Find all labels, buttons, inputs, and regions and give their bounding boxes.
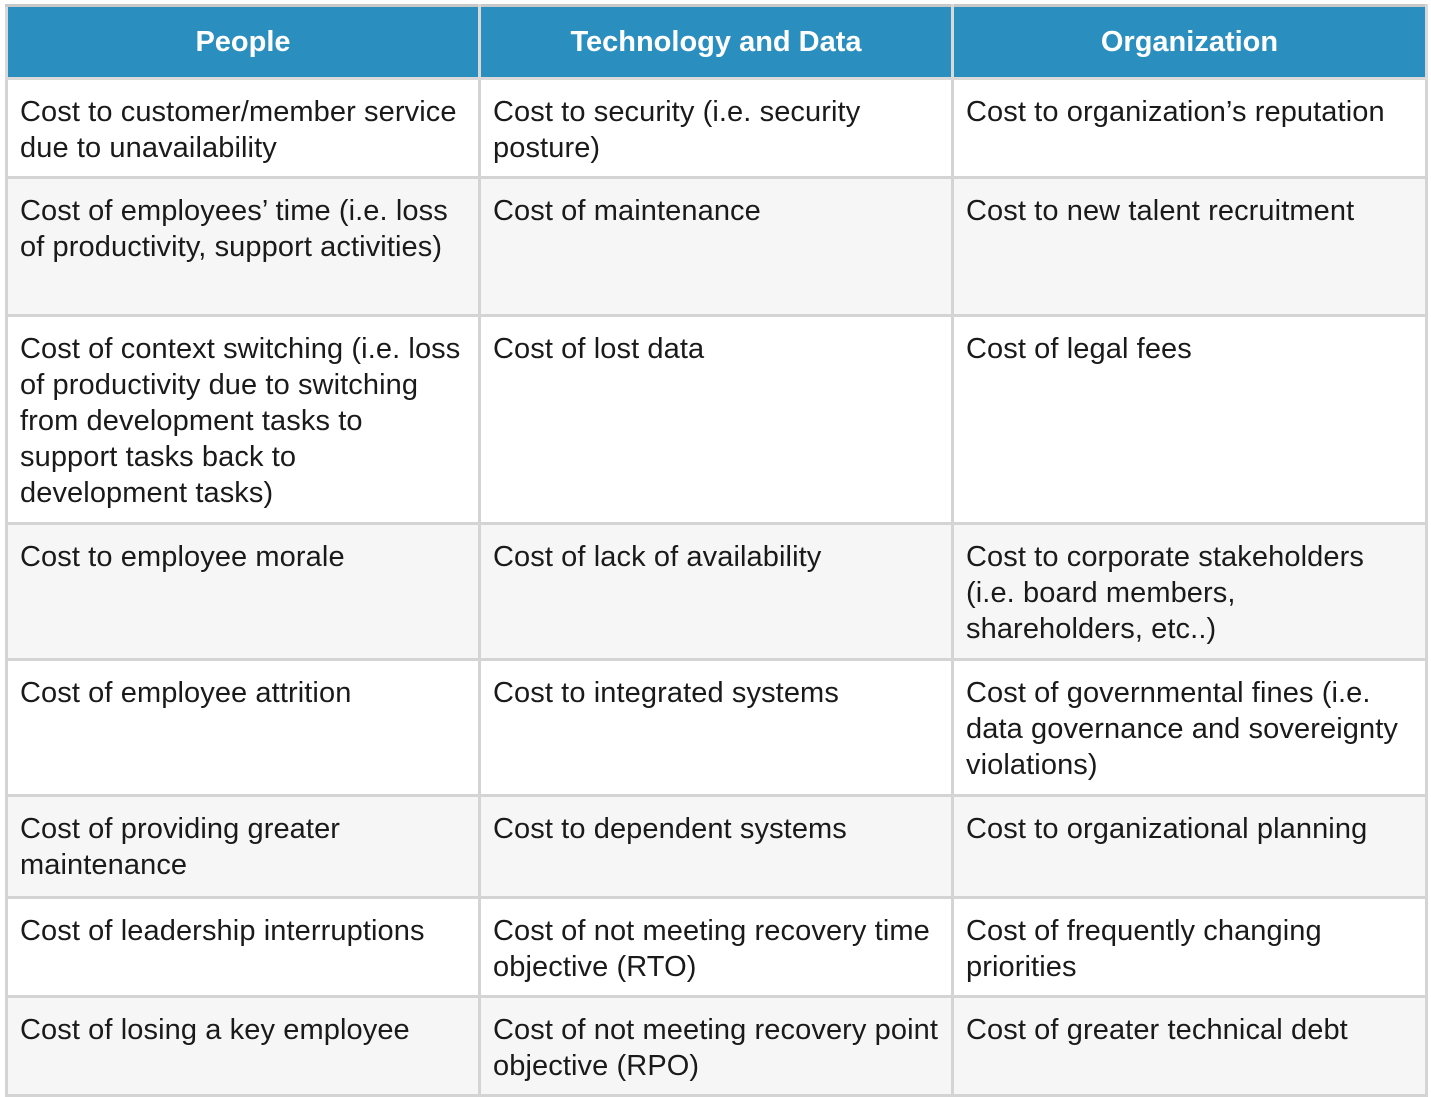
table-cell: Cost of lost data (478, 314, 954, 525)
table-row: Cost to employee morale Cost of lack of … (5, 522, 1428, 661)
table-cell: Cost of not meeting recovery time object… (478, 896, 954, 998)
table-cell: Cost to corporate stakeholders (i.e. boa… (951, 522, 1428, 661)
table-row: Cost of employees’ time (i.e. loss of pr… (5, 176, 1428, 317)
table-cell: Cost to organizational planning (951, 794, 1428, 899)
table-row: Cost of losing a key employee Cost of no… (5, 995, 1428, 1097)
column-header-organization: Organization (951, 4, 1428, 80)
table-cell: Cost to security (i.e. security posture) (478, 77, 954, 179)
table-row: Cost of employee attrition Cost to integ… (5, 658, 1428, 797)
table-cell: Cost to organization’s reputation (951, 77, 1428, 179)
table-cell: Cost to employee morale (5, 522, 481, 661)
table-cell: Cost to customer/member service due to u… (5, 77, 481, 179)
table-cell: Cost of not meeting recovery point objec… (478, 995, 954, 1097)
table-cell: Cost of employees’ time (i.e. loss of pr… (5, 176, 481, 317)
table-cell: Cost of frequently changing priorities (951, 896, 1428, 998)
cost-table: People Technology and Data Organization … (5, 4, 1428, 1097)
table-cell: Cost of leadership interruptions (5, 896, 481, 998)
table-cell: Cost of context switching (i.e. loss of … (5, 314, 481, 525)
column-header-people: People (5, 4, 481, 80)
table-cell: Cost of greater technical debt (951, 995, 1428, 1097)
table-row: Cost of leadership interruptions Cost of… (5, 896, 1428, 998)
table-row: Cost of context switching (i.e. loss of … (5, 314, 1428, 525)
table-cell: Cost of maintenance (478, 176, 954, 317)
table-cell: Cost of governmental fines (i.e. data go… (951, 658, 1428, 797)
table-cell: Cost of lack of availability (478, 522, 954, 661)
table-cell: Cost to integrated systems (478, 658, 954, 797)
table-cell: Cost of losing a key employee (5, 995, 481, 1097)
cost-table-container: People Technology and Data Organization … (5, 4, 1428, 1097)
table-header-row: People Technology and Data Organization (5, 4, 1428, 80)
table-row: Cost of providing greater maintenance Co… (5, 794, 1428, 899)
table-row: Cost to customer/member service due to u… (5, 77, 1428, 179)
table-cell: Cost of legal fees (951, 314, 1428, 525)
table-cell: Cost to new talent recruitment (951, 176, 1428, 317)
table-cell: Cost of employee attrition (5, 658, 481, 797)
table-cell: Cost to dependent systems (478, 794, 954, 899)
column-header-technology-and-data: Technology and Data (478, 4, 954, 80)
table-cell: Cost of providing greater maintenance (5, 794, 481, 899)
